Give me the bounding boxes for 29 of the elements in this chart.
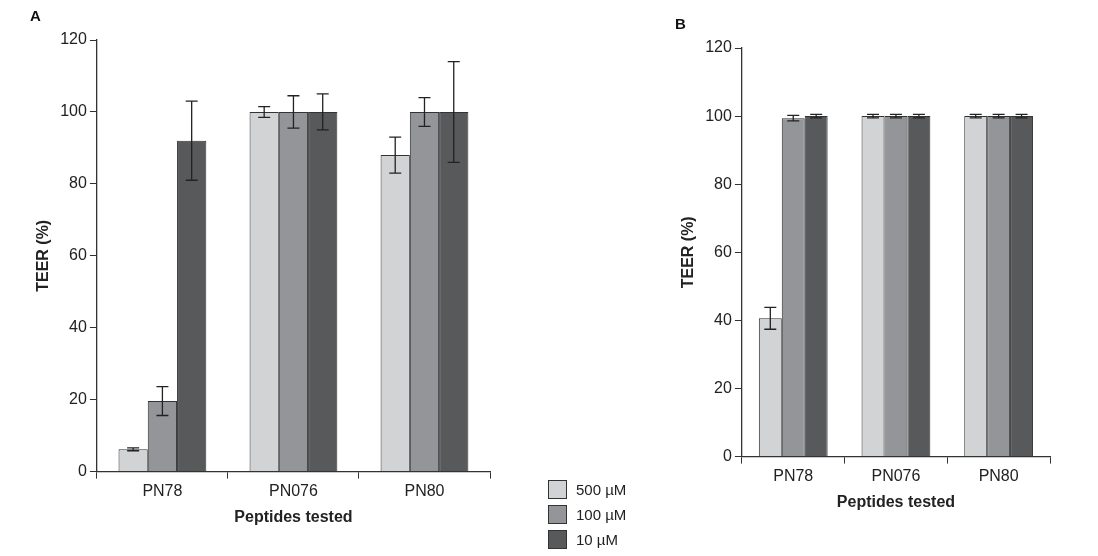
y-tick-label: 80 — [714, 174, 732, 192]
x-tick-label: PN78 — [142, 481, 183, 499]
y-axis-title: TEER (%) — [34, 219, 52, 292]
x-axis-title: Peptides tested — [836, 492, 956, 510]
legend-label: 10 µM — [576, 531, 618, 548]
y-tick-label: 0 — [722, 447, 732, 465]
y-tick-label: 60 — [69, 246, 87, 264]
y-tick-label: 60 — [714, 242, 732, 260]
y-tick-label: 0 — [77, 462, 87, 480]
y-axis-title: TEER (%) — [679, 216, 697, 289]
y-tick-label: 40 — [714, 310, 732, 328]
y-tick-label: 120 — [705, 38, 732, 56]
legend-label: 500 µM — [576, 481, 627, 498]
x-tick-label: PN076 — [268, 481, 319, 499]
y-tick-label: 20 — [714, 378, 732, 396]
y-tick-label: 100 — [705, 106, 732, 124]
y-tick-label: 120 — [60, 30, 87, 48]
y-tick-label: 80 — [69, 174, 87, 192]
x-tick-label: PN78 — [773, 466, 814, 484]
x-tick-label: PN076 — [871, 466, 921, 484]
y-tick-label: 40 — [69, 318, 87, 336]
y-tick-label: 20 — [69, 390, 87, 408]
legend-label: 100 µM — [576, 506, 627, 523]
x-tick-label: PN80 — [404, 481, 445, 499]
chart-title: B — [675, 15, 686, 33]
x-tick-label: PN80 — [978, 466, 1019, 484]
chart-title: A — [30, 7, 41, 25]
y-tick-label: 100 — [60, 102, 87, 120]
x-axis-title: Peptides tested — [234, 507, 353, 525]
